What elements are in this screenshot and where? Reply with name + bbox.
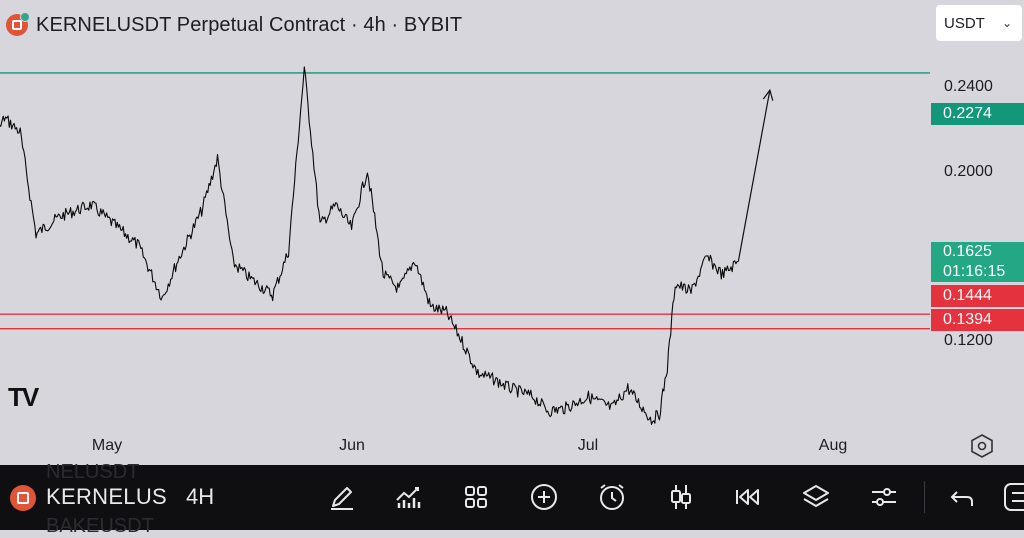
more-icon[interactable] — [1000, 480, 1024, 514]
price-tick: 0.2400 — [944, 78, 993, 95]
draw-icon[interactable] — [325, 480, 359, 514]
currency-select[interactable]: USDT ⌄ — [936, 5, 1022, 41]
undo-icon[interactable] — [946, 480, 980, 514]
candle-style-icon[interactable] — [664, 480, 698, 514]
symbol-title-row[interactable]: KERNELUSDT Perpetual Contract · 4h · BYB… — [6, 11, 462, 39]
interval-selector[interactable]: 4H — [186, 484, 215, 509]
chart-area[interactable]: KERNELUSDT Perpetual Contract · 4h · BYB… — [0, 0, 1024, 465]
indicators-icon[interactable] — [391, 480, 425, 514]
projection-arrow-head — [762, 88, 774, 101]
time-tick: May — [91, 437, 123, 454]
projection-arrow-line — [737, 89, 771, 262]
chart-settings-icon[interactable] — [969, 433, 995, 459]
time-tick: Jul — [577, 437, 599, 454]
symbol-selector[interactable]: KERNELUS — [46, 484, 167, 509]
price-tick: 0.1200 — [944, 332, 993, 349]
time-tick: Aug — [818, 437, 848, 454]
bottom-toolbar: NELUSDT BAKEUSDT KERNELUS 4H — [0, 461, 1024, 537]
previous-symbol-ghost: NELUSDT — [46, 461, 140, 483]
layers-icon[interactable] — [799, 480, 833, 514]
bybit-logo-icon — [6, 12, 30, 36]
replay-icon[interactable] — [731, 480, 765, 514]
add-icon[interactable] — [527, 480, 561, 514]
support-price-tag-upper: 0.1444 — [931, 285, 1024, 307]
bybit-logo-icon — [10, 485, 36, 511]
chart-canvas[interactable] — [0, 0, 1024, 465]
current-price-value: 0.1625 — [943, 243, 992, 260]
settings-sliders-icon[interactable] — [867, 480, 901, 514]
layout-grid-icon[interactable] — [459, 480, 493, 514]
support-price-tag-lower: 0.1394 — [931, 309, 1024, 331]
current-price-tag: 0.1625 01:16:15 — [931, 242, 1024, 282]
price-tick: 0.2000 — [944, 163, 993, 180]
time-tick: Jun — [339, 437, 365, 454]
price-series-line — [0, 66, 739, 425]
tradingview-logo-icon[interactable]: TV — [8, 382, 39, 412]
bar-countdown: 01:16:15 — [943, 263, 1006, 280]
next-symbol-ghost: BAKEUSDT — [46, 515, 154, 537]
toolbar-divider — [924, 481, 925, 513]
symbol-title: KERNELUSDT Perpetual Contract · 4h · BYB… — [36, 13, 463, 36]
currency-value: USDT — [944, 14, 985, 32]
resistance-price-tag: 0.2274 — [931, 103, 1024, 125]
chevron-down-icon: ⌄ — [1001, 16, 1012, 30]
alert-clock-icon[interactable] — [595, 480, 629, 514]
